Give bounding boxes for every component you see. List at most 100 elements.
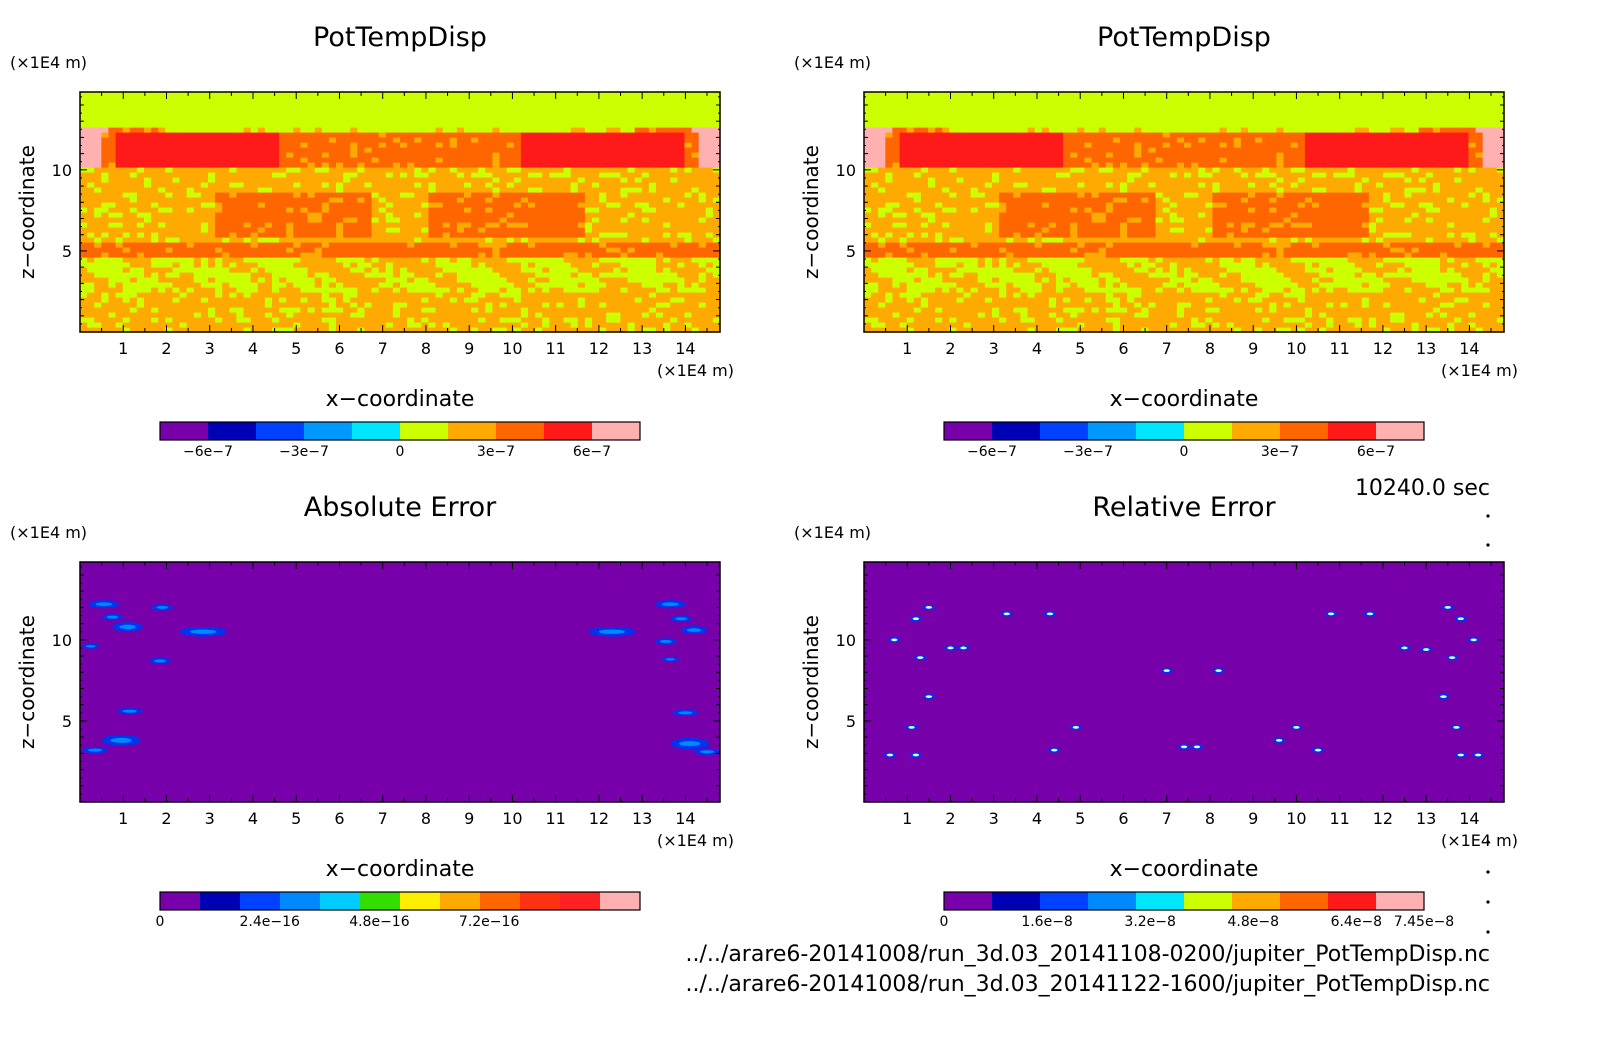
field-cell <box>577 242 586 248</box>
field-cell <box>172 302 181 308</box>
field-cell <box>648 292 657 298</box>
field-cell <box>215 197 223 203</box>
field-cell <box>485 257 494 263</box>
field-cell <box>250 287 259 293</box>
field-cell <box>407 277 415 283</box>
field-cell <box>400 172 408 178</box>
field-cell <box>186 182 195 188</box>
field-cell <box>556 237 565 243</box>
field-cell <box>520 117 529 123</box>
field-cell <box>385 192 394 198</box>
field-cell <box>670 142 678 148</box>
field-cell <box>613 152 622 158</box>
field-cell <box>892 92 901 98</box>
field-cell <box>878 182 886 188</box>
field-cell <box>94 317 102 323</box>
field-cell <box>499 107 508 113</box>
field-cell <box>343 307 351 313</box>
field-cell <box>129 222 138 228</box>
field-cell <box>371 272 380 278</box>
field-cell <box>670 257 678 263</box>
field-cell <box>151 227 159 233</box>
field-cell <box>357 282 366 288</box>
field-cell <box>520 102 529 108</box>
field-cell <box>871 302 879 308</box>
field-cell <box>208 262 216 268</box>
field-cell <box>272 177 280 183</box>
field-cell <box>705 262 714 268</box>
field-cell <box>257 297 266 303</box>
field-cell <box>400 267 408 273</box>
field-cell <box>300 187 309 193</box>
field-cell <box>684 132 693 138</box>
field-cell <box>364 252 373 258</box>
field-cell <box>670 152 678 158</box>
field-cell <box>456 232 465 238</box>
field-cell <box>928 237 936 243</box>
field-cell <box>300 192 309 198</box>
field-cell <box>712 312 721 318</box>
field-cell <box>556 137 565 143</box>
field-cell <box>208 217 216 223</box>
field-cell <box>272 302 280 308</box>
field-cell <box>279 277 287 283</box>
field-cell <box>549 217 558 223</box>
field-cell <box>293 297 302 303</box>
colorbar-segment <box>352 422 401 440</box>
field-cell <box>151 172 159 178</box>
field-cell <box>620 227 629 233</box>
field-cell <box>464 147 472 153</box>
field-cell <box>385 132 394 138</box>
field-cell <box>899 287 908 293</box>
field-cell <box>449 327 458 333</box>
field-cell <box>627 297 636 303</box>
field-cell <box>80 207 88 213</box>
field-cell <box>584 127 593 133</box>
x-tick-label: 9 <box>464 339 474 358</box>
field-cell <box>885 137 894 143</box>
field-cell <box>913 107 922 113</box>
field-cell <box>186 327 195 333</box>
field-cell <box>343 282 351 288</box>
field-cell <box>186 292 195 298</box>
field-cell <box>94 247 102 253</box>
field-cell <box>906 217 915 223</box>
field-cell <box>698 327 707 333</box>
field-cell <box>705 197 714 203</box>
field-cell <box>698 302 707 308</box>
field-cell <box>535 297 543 303</box>
field-cell <box>293 222 302 228</box>
field-cell <box>542 157 550 163</box>
field-cell <box>620 197 629 203</box>
field-cell <box>385 142 394 148</box>
field-cell <box>215 177 223 183</box>
field-cell <box>691 122 700 128</box>
field-cell <box>186 137 195 143</box>
field-cell <box>378 122 387 128</box>
field-cell <box>286 217 294 223</box>
field-cell <box>343 257 351 263</box>
field-cell <box>236 172 245 178</box>
field-cell <box>435 287 444 293</box>
field-cell <box>236 202 245 208</box>
field-cell <box>864 242 872 248</box>
field-cell <box>129 317 138 323</box>
field-cell <box>407 302 415 308</box>
field-cell <box>906 232 915 238</box>
field-cell <box>906 107 915 113</box>
field-cell <box>584 302 593 308</box>
field-cell <box>193 242 202 248</box>
field-cell <box>563 287 572 293</box>
field-cell <box>584 192 593 198</box>
field-cell <box>920 267 929 273</box>
field-cell <box>499 252 508 258</box>
field-cell <box>336 132 344 138</box>
field-cell <box>592 172 600 178</box>
field-cell <box>300 262 309 268</box>
field-cell <box>705 172 714 178</box>
field-cell <box>549 327 558 333</box>
field-cell <box>492 132 501 138</box>
field-cell <box>200 212 209 218</box>
field-cell <box>599 207 607 213</box>
field-cell <box>222 147 230 153</box>
